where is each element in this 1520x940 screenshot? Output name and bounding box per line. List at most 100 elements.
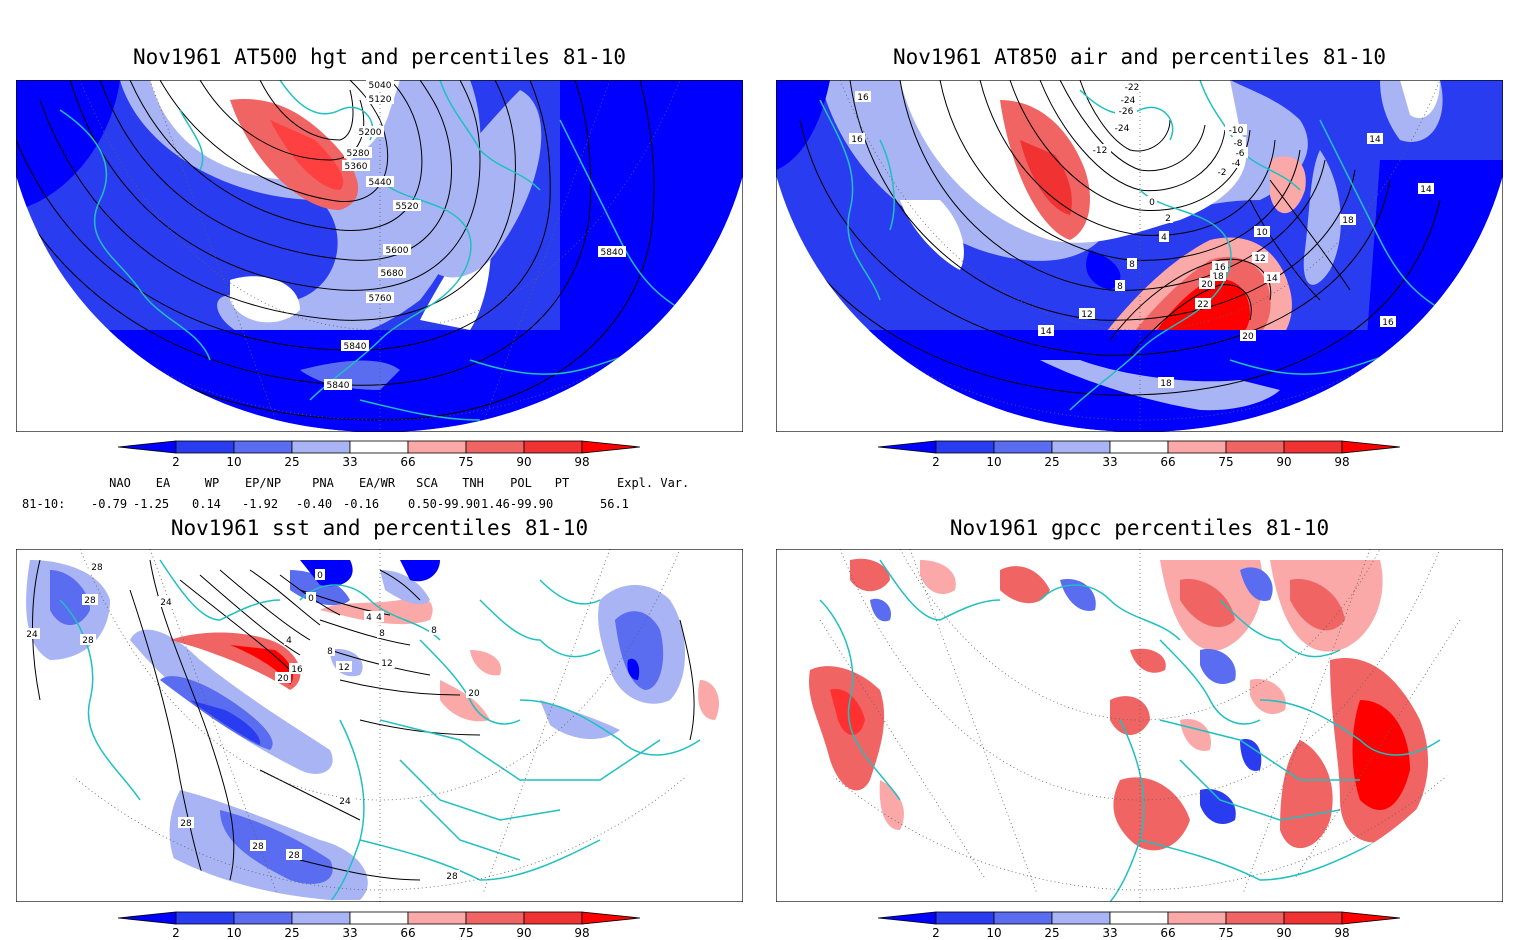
colorbar-tick-label: 98 xyxy=(574,455,589,469)
contour-label-bg xyxy=(1252,252,1268,263)
colorbar-swatch xyxy=(407,440,467,454)
map-panel-air: -22-24-26-24-12-10-8-6-4-202488101212141… xyxy=(776,80,1503,432)
index-header: WP xyxy=(204,476,220,490)
colorbar-tick-label: 66 xyxy=(400,926,415,940)
colorbar-swatch xyxy=(1167,440,1227,454)
contour-label: 5680 xyxy=(381,269,404,279)
contour-label: 5840 xyxy=(344,342,367,352)
contour-label-bg xyxy=(1117,94,1139,105)
colorbar-tick-label: 2 xyxy=(172,455,180,469)
contour-label-bg xyxy=(315,569,325,580)
contour-label-bg xyxy=(337,795,353,806)
contour-label: 0 xyxy=(317,571,323,581)
contour-label-bg xyxy=(80,634,96,645)
contour-label-bg xyxy=(1195,298,1211,309)
contour-label-bg xyxy=(1038,325,1054,336)
colorbar-swatch xyxy=(291,911,351,925)
colorbar-swatch xyxy=(1283,440,1343,454)
contour-label: 5280 xyxy=(347,149,370,159)
colorbar-tick-label: 33 xyxy=(1102,926,1117,940)
colorbar-arrow-high xyxy=(1341,911,1401,925)
contour-label-bg xyxy=(306,592,316,603)
contour-label: 8 xyxy=(379,629,385,639)
contour-label: -8 xyxy=(1234,139,1243,149)
index-header: SCA xyxy=(416,476,438,490)
contour-label: 5840 xyxy=(327,381,350,391)
contour-label-bg xyxy=(374,611,384,622)
colorbar-swatch xyxy=(993,911,1053,925)
colorbar-swatch xyxy=(407,911,467,925)
contour-label: 0 xyxy=(308,594,314,604)
contour-label-bg xyxy=(1115,280,1125,291)
colorbar-swatch xyxy=(349,440,409,454)
colorbar-swatch xyxy=(291,440,351,454)
contour-label: -10 xyxy=(1229,126,1244,136)
contour-label-bg xyxy=(1212,261,1228,272)
colorbar-tick-label: 90 xyxy=(1276,455,1291,469)
contour-label: 28 xyxy=(446,872,458,882)
contour-label: 24 xyxy=(26,630,38,640)
contour-label-bg xyxy=(1121,81,1143,92)
colorbar-swatch xyxy=(993,440,1053,454)
colorbar-swatch xyxy=(523,911,583,925)
contour-label: 5840 xyxy=(601,248,624,258)
colorbar-sst: 2 10 25 33 66 75 90 98 xyxy=(117,911,641,940)
colorbar-tick-label: 66 xyxy=(400,455,415,469)
contour-label: 20 xyxy=(1201,280,1213,290)
colorbar-air: 2 10 25 33 66 75 90 98 xyxy=(877,440,1401,469)
colorbar-tick-label: 66 xyxy=(1160,455,1175,469)
contour-label: 16 xyxy=(1382,318,1394,328)
contour-label: 8 xyxy=(1117,282,1123,292)
contour-label-bg xyxy=(1163,212,1173,223)
contour-label-bg xyxy=(324,379,352,390)
contour-label: 18 xyxy=(1342,216,1354,226)
colorbar-tick-label: 10 xyxy=(226,455,241,469)
colorbar-tick-label: 33 xyxy=(342,926,357,940)
panel-title-gpcc: Nov1961 gpcc percentiles 81-10 xyxy=(949,516,1330,540)
contour-label: 14 xyxy=(1040,327,1052,337)
contour-label-bg xyxy=(1340,214,1356,225)
map-panel-gpcc xyxy=(776,549,1503,902)
contour-label-bg xyxy=(250,840,266,851)
colorbar-swatch xyxy=(1051,911,1111,925)
contour-label: -26 xyxy=(1119,107,1134,117)
colorbar-tick-label: 75 xyxy=(458,926,473,940)
contour-label-bg xyxy=(1079,308,1095,319)
contour-label-bg xyxy=(393,200,421,211)
colorbar-tick-label: 2 xyxy=(172,926,180,940)
contour-label-bg xyxy=(1159,231,1169,242)
contour-label: 14 xyxy=(1369,135,1381,145)
colorbar-tick-label: 90 xyxy=(516,926,531,940)
contour-label: 0 xyxy=(1149,198,1155,208)
contour-label-bg xyxy=(178,817,194,828)
contour-label: -24 xyxy=(1115,124,1130,134)
colorbar-hgt: 2 10 25 33 66 75 90 98 xyxy=(117,440,641,469)
contour-label-bg xyxy=(289,663,305,674)
contour-label: 4 xyxy=(376,613,382,623)
contour-label-bg xyxy=(284,634,294,645)
contour-label-bg xyxy=(849,133,865,144)
colorbar-tick-label: 10 xyxy=(986,926,1001,940)
contour-label: 28 xyxy=(252,842,264,852)
contour-label: 28 xyxy=(91,563,103,573)
index-header: Expl. Var. xyxy=(617,476,690,490)
index-header: PT xyxy=(554,476,570,490)
colorbar-swatch xyxy=(1283,911,1343,925)
contour-label-bg xyxy=(1228,157,1244,168)
contour-label: 28 xyxy=(84,596,96,606)
colorbar-arrow-low xyxy=(117,440,177,454)
colorbar-swatch xyxy=(465,911,525,925)
colorbar-arrow-high xyxy=(581,911,641,925)
colorbar-swatch xyxy=(349,911,409,925)
contour-label-bg xyxy=(1418,183,1434,194)
panel-title-hgt: Nov1961 AT500 hgt and percentiles 81-10 xyxy=(132,45,627,69)
contour-label: 4 xyxy=(286,636,292,646)
contour-label-bg xyxy=(1230,137,1246,148)
contour-label: -2 xyxy=(1218,168,1227,178)
colorbar-arrow-low xyxy=(117,911,177,925)
contour-label: 16 xyxy=(857,93,869,103)
contour-label-bg xyxy=(1127,258,1137,269)
index-value: 0.50-99.90 xyxy=(408,497,481,511)
colorbar-arrow-high xyxy=(1341,440,1401,454)
